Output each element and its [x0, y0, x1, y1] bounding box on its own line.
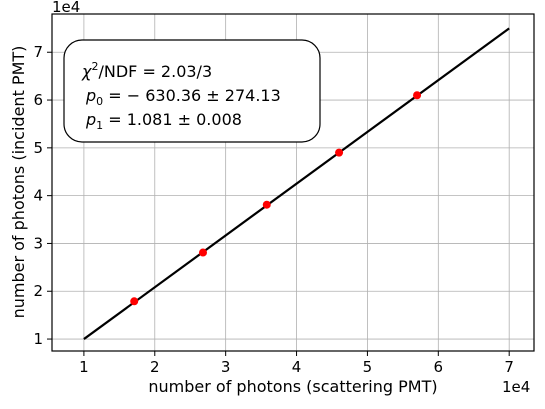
plot-frame	[51, 13, 535, 352]
y-tick-label: 2	[33, 282, 43, 300]
data-point	[335, 148, 344, 157]
x-tick-label: 1	[79, 358, 89, 376]
data-point	[262, 200, 271, 209]
x-ticks: 1 2 3 4 5 6 7	[79, 351, 514, 376]
x-exponent-label: 1e4	[502, 378, 530, 396]
data-points	[130, 91, 422, 306]
x-tick-label: 7	[504, 358, 514, 376]
x-tick-label: 6	[434, 358, 444, 376]
data-point	[198, 248, 207, 257]
p1-text: p1 = 1.081 ± 0.008	[85, 110, 242, 132]
x-tick-label: 3	[221, 358, 231, 376]
y-axis-label: number of photons (incident PMT)	[9, 46, 28, 319]
y-tick-label: 1	[33, 330, 43, 348]
p0-value: = − 630.36 ± 274.13	[103, 86, 281, 105]
fit-annotation: χ2/NDF = 2.03/3 p0 = − 630.36 ± 274.13 p…	[63, 39, 321, 143]
y-exponent-label: 1e4	[52, 0, 80, 16]
data-point	[130, 297, 139, 306]
x-tick-label: 5	[363, 358, 373, 376]
x-axis-label: number of photons (scattering PMT)	[148, 377, 437, 396]
annotation-box	[63, 39, 321, 143]
y-tick-label: 3	[33, 234, 43, 252]
x-tick-label: 2	[150, 358, 160, 376]
y-ticks: 1 2 3 4 5 6 7	[33, 43, 52, 348]
p0-text: p0 = − 630.36 ± 274.13	[85, 86, 281, 108]
fit-line-layer	[83, 27, 510, 340]
y-tick-label: 5	[33, 139, 43, 157]
y-tick-label: 6	[33, 91, 43, 109]
x-tick-label: 4	[292, 358, 302, 376]
y-tick-label: 7	[33, 43, 43, 61]
fit-line	[83, 27, 510, 340]
chi2-text: χ2/NDF = 2.03/3	[81, 60, 212, 81]
p1-value: = 1.081 ± 0.008	[103, 110, 242, 129]
y-tick-label: 4	[33, 187, 43, 205]
data-point	[413, 91, 422, 100]
chi2-value: /NDF = 2.03/3	[98, 62, 212, 81]
